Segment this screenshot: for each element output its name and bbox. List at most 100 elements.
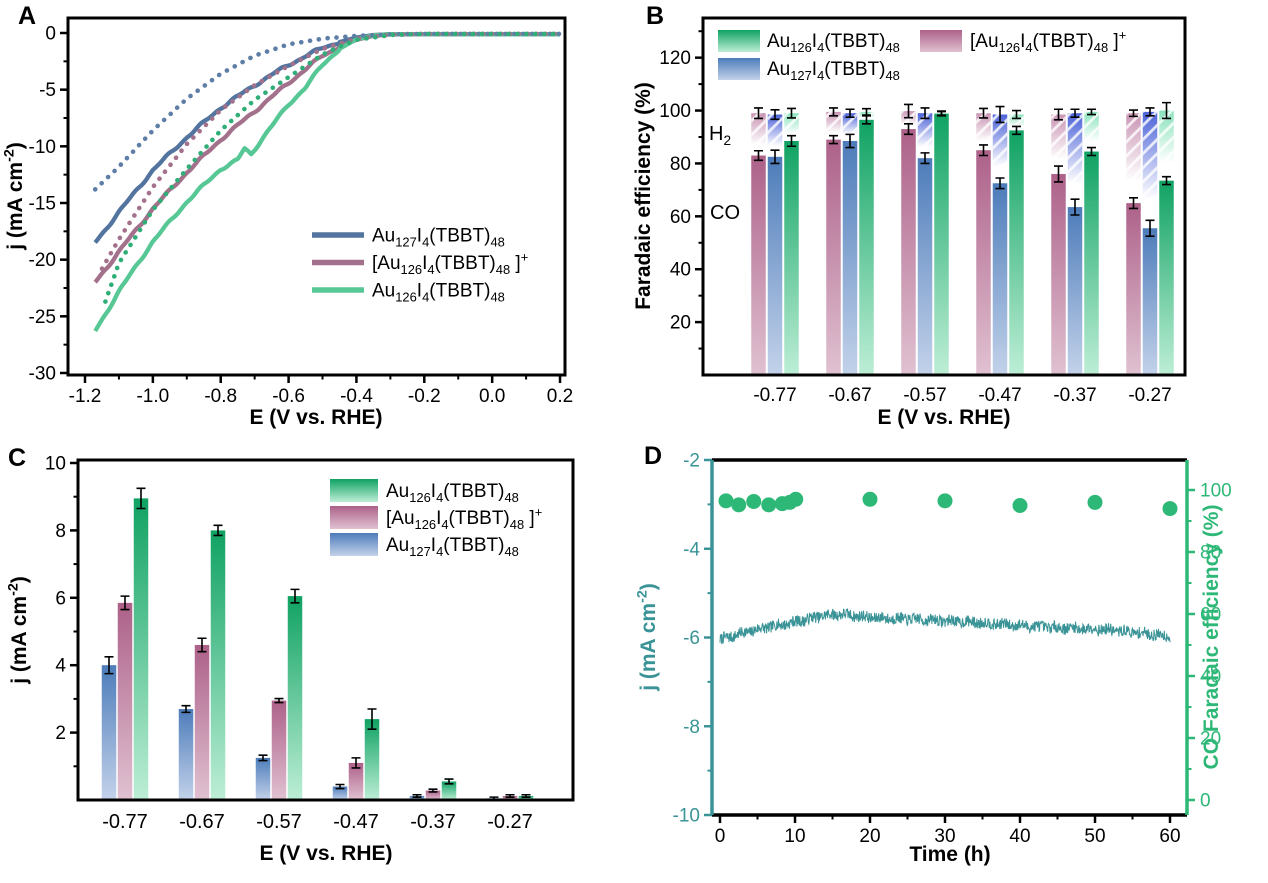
panel-a-xlabel: E (V vs. RHE): [249, 406, 382, 429]
svg-text:10: 10: [45, 454, 66, 475]
co-bar-segment: [826, 139, 841, 375]
svg-text:Au126I4(TBBT)48: Au126I4(TBBT)48: [767, 31, 900, 55]
svg-text:-0.4: -0.4: [340, 386, 373, 407]
co-fe-point: [731, 497, 747, 513]
svg-text:-25: -25: [29, 307, 56, 328]
svg-text:0: 0: [1200, 791, 1211, 812]
current-density-bar: [101, 665, 117, 800]
panel-d-right-ylabel: CO Faradaic efficiency (%): [1200, 505, 1223, 770]
co-fe-point: [937, 493, 953, 509]
current-density-bar: [332, 786, 348, 800]
current-density-bar: [255, 757, 271, 800]
panel-a: A -1.2 -1.0 -0.8 -0.6 -0.4 -0.2 0.0 0.2 0 -5 -10 -1…: [0, 0, 630, 440]
svg-text:2: 2: [55, 723, 66, 744]
svg-text:-2: -2: [683, 451, 700, 472]
svg-text:Au127I4(TBBT)48: Au127I4(TBBT)48: [372, 226, 505, 250]
co-bar-segment: [917, 158, 933, 375]
svg-text:Au127I4(TBBT)48: Au127I4(TBBT)48: [767, 59, 900, 83]
svg-text:-10: -10: [673, 806, 700, 827]
co-bar-segment: [934, 113, 949, 376]
co-bar-segment: [1142, 228, 1158, 375]
svg-text:100: 100: [1200, 481, 1232, 502]
panel-c-plot: 2 4 6 8 10 -0.77 -0.67 -0.57 -0.47 -0.37 -0.27: [45, 454, 575, 833]
co-fe-point: [1087, 494, 1103, 510]
co-fe-point: [761, 497, 777, 513]
svg-text:60: 60: [1200, 605, 1221, 626]
svg-text:80: 80: [670, 154, 691, 175]
svg-text:[Au126I4(TBBT)48 ]+: [Au126I4(TBBT)48 ]+: [970, 27, 1126, 55]
current-density-bar: [133, 498, 149, 800]
panel-a-ylabel: j (mA cm-2): [2, 142, 27, 251]
co-bar-segment: [751, 155, 766, 375]
panel-a-legend: Au127I4(TBBT)48[Au126I4(TBBT)48 ]+ Au126I…: [312, 226, 528, 305]
co-bar-segment: [976, 150, 991, 375]
h2-annotation: H2: [709, 123, 731, 148]
co-fe-point: [746, 493, 762, 509]
co-bar-segment: [1126, 203, 1141, 375]
svg-text:-15: -15: [29, 193, 56, 214]
svg-text:60: 60: [1159, 826, 1180, 847]
svg-text:100: 100: [659, 101, 691, 122]
current-density-bar: [425, 790, 441, 800]
current-density-bar: [194, 644, 210, 800]
co-fe-point: [788, 491, 804, 507]
svg-text:80: 80: [1200, 543, 1221, 564]
svg-text:0.0: 0.0: [479, 386, 505, 407]
co-fe-point: [1162, 501, 1178, 517]
svg-text:-5: -5: [39, 80, 56, 101]
svg-text:-6: -6: [683, 628, 700, 649]
svg-text:-0.27: -0.27: [1128, 385, 1171, 406]
panel-b-xlabel: E (V vs. RHE): [877, 406, 1010, 429]
svg-text:60: 60: [670, 207, 691, 228]
current-density-trace: [719, 608, 1171, 645]
co-bar-segment: [901, 129, 916, 375]
svg-text:-4: -4: [683, 539, 700, 560]
svg-text:0.2: 0.2: [547, 386, 573, 407]
panel-c-xlabel: E (V vs. RHE): [259, 842, 392, 865]
panel-d-label: D: [644, 442, 663, 470]
svg-text:-0.8: -0.8: [204, 386, 237, 407]
current-density-bar: [271, 700, 287, 800]
svg-text:-20: -20: [29, 250, 56, 271]
panel-a-label: A: [18, 2, 37, 30]
svg-text:-0.57: -0.57: [256, 811, 302, 833]
co-annotation: CO: [710, 202, 740, 224]
co-bar-segment: [1159, 180, 1174, 375]
svg-text:-0.2: -0.2: [408, 386, 441, 407]
svg-text:-0.6: -0.6: [272, 386, 305, 407]
svg-text:[Au126I4(TBBT)48 ]+: [Au126I4(TBBT)48 ]+: [372, 249, 528, 277]
co-fe-point: [718, 493, 734, 509]
svg-text:-0.67: -0.67: [828, 385, 871, 406]
svg-text:-0.67: -0.67: [179, 811, 225, 833]
svg-text:0: 0: [715, 826, 726, 847]
current-density-bar: [409, 795, 425, 800]
current-density-bar: [502, 795, 518, 800]
current-density-bar: [287, 596, 303, 800]
panel-b-legend: Au126I4(TBBT)48 Au127I4(TBBT)48 [Au126I4(T…: [718, 27, 1126, 83]
panel-b: B 20 40 60 80 100 120 -0.77 -0.67 -0.57 -0.47 -0.3…: [630, 0, 1268, 440]
stability-dual-axis-chart: 0 10 20 30 40 50 60 -2 -4 -6 -8 -10 0 20 40 60 80 100 Time…: [635, 451, 1232, 867]
partial-current-density-bar-chart: 2 4 6 8 10 -0.77 -0.67 -0.57 -0.47 -0.37 -0.27 Au12…: [6, 454, 575, 865]
faradaic-efficiency-bar-chart: 20 40 60 80 100 120 -0.77 -0.67 -0.57 -0.47 -0.37 -…: [632, 16, 1187, 429]
co-bar-segment: [842, 140, 858, 375]
lsv-curve: [103, 31, 563, 304]
svg-text:Au127I4(TBBT)48: Au127I4(TBBT)48: [386, 535, 519, 559]
svg-text:20: 20: [859, 826, 880, 847]
current-density-bar: [178, 709, 194, 800]
svg-text:-0.57: -0.57: [903, 385, 946, 406]
svg-text:8: 8: [55, 521, 66, 542]
co-bar-segment: [784, 140, 799, 375]
panel-c-label: C: [8, 444, 27, 472]
svg-text:[Au126I4(TBBT)48 ]+: [Au126I4(TBBT)48 ]+: [386, 504, 542, 532]
svg-text:-0.37: -0.37: [1053, 385, 1096, 406]
svg-text:-8: -8: [683, 717, 700, 738]
co-fe-point: [862, 491, 878, 507]
panel-c-ylabel: j (mA cm-2): [6, 576, 31, 685]
svg-text:Au126I4(TBBT)48: Au126I4(TBBT)48: [372, 281, 505, 305]
co-fe-point: [1012, 498, 1028, 513]
svg-text:-0.27: -0.27: [487, 811, 533, 833]
svg-text:20: 20: [670, 313, 691, 334]
panel-d-xlabel: Time (h): [909, 843, 990, 866]
svg-text:6: 6: [55, 588, 66, 609]
